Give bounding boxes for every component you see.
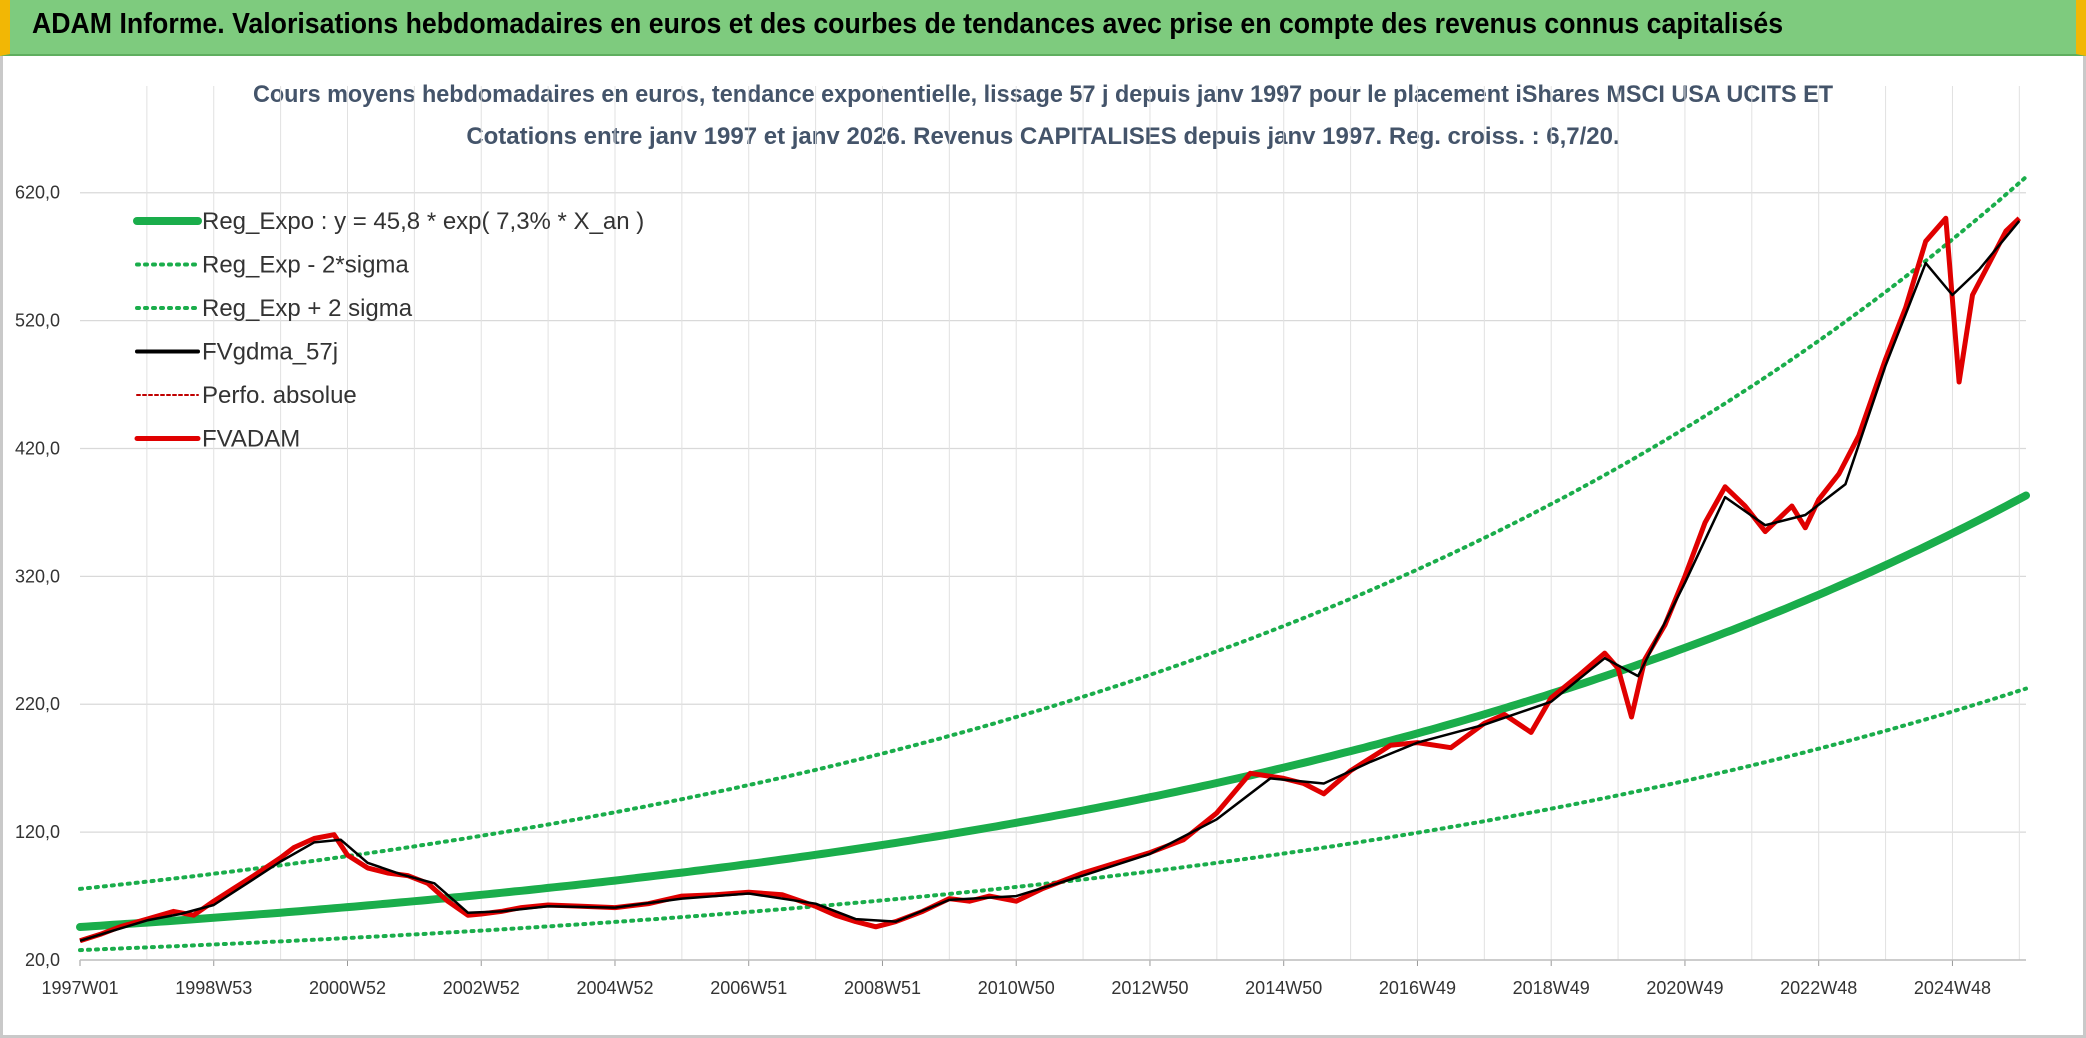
- axes: 20,0 120,0 220,0 320,0 420,0 520,0 620,0 1997W0…: [15, 183, 2026, 998]
- x-tick-label: 2000W52: [309, 978, 386, 998]
- x-tick-label: 2002W52: [443, 978, 520, 998]
- line-chart: Cours moyens hebdomadaires en euros, ten…: [15, 81, 2030, 998]
- series-reg-exp-plus-2-sigma: [78, 175, 2028, 891]
- series-group: [76, 175, 2030, 953]
- legend-label: FVADAM: [202, 426, 300, 453]
- legend-label: Perfo. absolue: [202, 382, 357, 409]
- x-tick-label: 1998W53: [175, 978, 252, 998]
- x-tick-label: 1997W01: [41, 978, 118, 998]
- x-tick-label: 2014W50: [1245, 978, 1322, 998]
- x-tick-label: 2022W48: [1780, 978, 1857, 998]
- y-tick-label: 20,0: [25, 950, 60, 970]
- legend-label: FVgdma_57j: [202, 339, 338, 366]
- x-tick-label: 2008W51: [844, 978, 921, 998]
- series-fvgdma-57j: [79, 220, 2021, 942]
- legend-label: Reg_Exp + 2 sigma: [202, 295, 413, 322]
- y-tick-label: 420,0: [15, 438, 60, 458]
- y-tick-label: 320,0: [15, 566, 60, 586]
- y-tick-label: 220,0: [15, 694, 60, 714]
- x-tick-label: 2006W51: [710, 978, 787, 998]
- legend-label: Reg_Expo : y = 45,8 * exp( 7,3% * X_an ): [202, 208, 644, 235]
- report-header: ADAM Informe. Valorisations hebdomadaire…: [0, 0, 2086, 56]
- series-reg-expo: [76, 491, 2030, 931]
- chart-title-line-1: Cours moyens hebdomadaires en euros, ten…: [253, 81, 1833, 108]
- y-tick-label: 520,0: [15, 311, 60, 331]
- x-tick-label: 2012W50: [1111, 978, 1188, 998]
- legend: Reg_Expo : y = 45,8 * exp( 7,3% * X_an )…: [133, 208, 644, 453]
- x-tick-label: 2010W50: [978, 978, 1055, 998]
- chart-title-line-2: Cotations entre janv 1997 et janv 2026. …: [466, 123, 1619, 150]
- x-tick-label: 2004W52: [576, 978, 653, 998]
- report-title: ADAM Informe. Valorisations hebdomadaire…: [32, 8, 1784, 40]
- legend-label: Reg_Exp - 2*sigma: [202, 252, 409, 279]
- x-tick-label: 2020W49: [1646, 978, 1723, 998]
- y-tick-label: 120,0: [15, 822, 60, 842]
- y-tick-label: 620,0: [15, 183, 60, 203]
- x-tick-label: 2016W49: [1379, 978, 1456, 998]
- x-tick-label: 2024W48: [1914, 978, 1991, 998]
- x-tick-label: 2018W49: [1513, 978, 1590, 998]
